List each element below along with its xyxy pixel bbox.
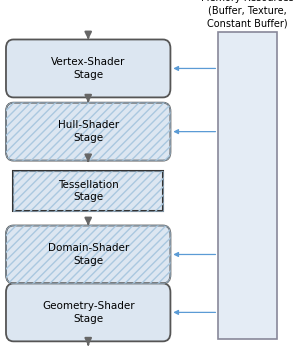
- Text: Geometry-Shader
Stage: Geometry-Shader Stage: [42, 301, 135, 324]
- Text: Domain-Shader
Stage: Domain-Shader Stage: [48, 243, 129, 266]
- Text: Vertex-Shader
Stage: Vertex-Shader Stage: [51, 57, 125, 80]
- Bar: [13, 171, 163, 211]
- Text: Tessellation
Stage: Tessellation Stage: [58, 180, 119, 203]
- FancyBboxPatch shape: [6, 284, 170, 341]
- FancyBboxPatch shape: [6, 102, 170, 161]
- FancyBboxPatch shape: [6, 225, 170, 284]
- Bar: [13, 171, 163, 211]
- Text: Memory Resources
(Buffer, Texture,
Constant Buffer): Memory Resources (Buffer, Texture, Const…: [201, 0, 294, 28]
- Text: Hull-Shader
Stage: Hull-Shader Stage: [58, 120, 119, 143]
- FancyBboxPatch shape: [6, 39, 170, 97]
- Bar: [218, 32, 277, 339]
